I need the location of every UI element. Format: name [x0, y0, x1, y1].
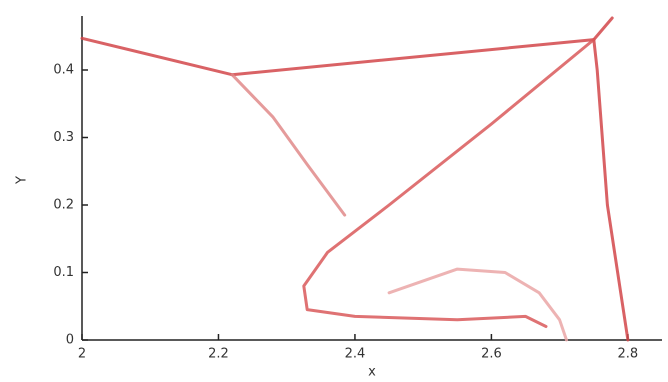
x-tick-label: 2.6	[481, 347, 502, 362]
curve	[232, 40, 594, 75]
x-axis-label: x	[368, 365, 376, 380]
x-tick-label: 2.4	[345, 347, 366, 362]
x-tick-label: 2.2	[208, 347, 229, 362]
curve	[594, 18, 612, 40]
y-tick-label: 0	[66, 333, 74, 348]
x-tick-label: 2	[78, 347, 86, 362]
x-tick-label: 2.8	[618, 347, 639, 362]
y-axis-label: Y	[15, 176, 30, 185]
y-tick-label: 0.3	[53, 130, 74, 145]
curve	[389, 269, 566, 340]
curve	[82, 38, 232, 74]
y-tick-label: 0.2	[53, 198, 74, 213]
chart: x Y 2 2.2 2.4 2.6 2.8 0 0.1 0.2 0.3 0.4	[0, 0, 668, 382]
y-tick-label: 0.4	[53, 63, 74, 78]
curve	[594, 40, 628, 340]
curve	[304, 40, 594, 327]
curve	[232, 75, 345, 215]
y-tick-label: 0.1	[53, 265, 74, 280]
